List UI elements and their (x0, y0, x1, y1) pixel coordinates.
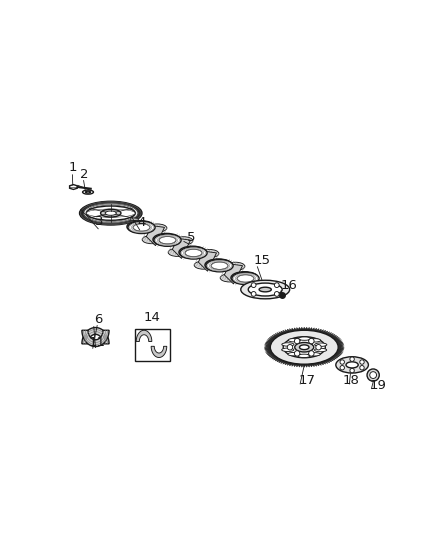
Ellipse shape (206, 260, 233, 272)
Polygon shape (136, 330, 152, 342)
Text: 1: 1 (68, 161, 77, 174)
Circle shape (340, 360, 344, 364)
Ellipse shape (153, 233, 180, 246)
Ellipse shape (142, 236, 161, 244)
Ellipse shape (86, 206, 135, 220)
Ellipse shape (248, 283, 282, 296)
Text: 15: 15 (254, 254, 271, 268)
Text: 14: 14 (143, 311, 160, 325)
Ellipse shape (211, 262, 228, 270)
Ellipse shape (259, 287, 271, 292)
Ellipse shape (231, 272, 258, 284)
Polygon shape (224, 264, 243, 284)
Text: 16: 16 (280, 279, 297, 292)
Ellipse shape (154, 234, 181, 246)
Circle shape (251, 292, 256, 296)
Polygon shape (82, 328, 109, 344)
Ellipse shape (298, 354, 310, 358)
Ellipse shape (282, 343, 294, 346)
Circle shape (275, 292, 279, 296)
Ellipse shape (148, 224, 167, 232)
Circle shape (251, 282, 256, 287)
Polygon shape (151, 346, 167, 358)
Ellipse shape (295, 343, 314, 352)
Ellipse shape (83, 203, 138, 224)
Ellipse shape (127, 221, 154, 233)
Ellipse shape (105, 211, 117, 215)
Circle shape (287, 344, 293, 350)
Circle shape (316, 344, 321, 350)
Circle shape (360, 366, 364, 370)
Text: 2: 2 (80, 168, 89, 181)
Ellipse shape (283, 337, 325, 358)
Polygon shape (82, 330, 109, 346)
Text: 11: 11 (88, 336, 106, 349)
Ellipse shape (85, 191, 91, 193)
Ellipse shape (237, 274, 254, 282)
Ellipse shape (241, 280, 290, 299)
Polygon shape (129, 220, 263, 288)
Ellipse shape (179, 246, 206, 259)
Ellipse shape (101, 209, 121, 217)
Ellipse shape (308, 338, 321, 342)
Circle shape (294, 338, 300, 344)
Circle shape (340, 366, 344, 370)
Ellipse shape (314, 349, 327, 352)
Polygon shape (198, 251, 216, 271)
Polygon shape (146, 225, 165, 246)
Polygon shape (264, 327, 344, 367)
Ellipse shape (336, 357, 368, 373)
Ellipse shape (346, 362, 358, 368)
Text: 5: 5 (187, 231, 196, 244)
Ellipse shape (133, 224, 150, 231)
Circle shape (309, 338, 314, 344)
Ellipse shape (288, 338, 300, 342)
Ellipse shape (300, 345, 309, 350)
Bar (134, 328, 170, 361)
Text: 19: 19 (370, 379, 387, 392)
Circle shape (275, 282, 279, 287)
Ellipse shape (314, 343, 327, 346)
Ellipse shape (159, 237, 176, 244)
Polygon shape (172, 238, 191, 259)
Circle shape (309, 351, 314, 356)
Circle shape (370, 372, 377, 378)
Text: 18: 18 (343, 374, 360, 387)
Ellipse shape (128, 221, 155, 233)
Ellipse shape (226, 262, 245, 270)
Ellipse shape (194, 261, 213, 269)
Text: 3: 3 (95, 215, 103, 229)
Ellipse shape (80, 201, 142, 225)
Ellipse shape (232, 272, 259, 285)
Ellipse shape (308, 353, 320, 356)
Ellipse shape (83, 190, 93, 194)
Ellipse shape (200, 249, 219, 257)
Polygon shape (131, 218, 138, 221)
Circle shape (367, 369, 379, 381)
Polygon shape (70, 184, 77, 189)
Text: 17: 17 (298, 374, 315, 387)
Circle shape (350, 357, 354, 361)
Ellipse shape (180, 247, 207, 259)
Ellipse shape (282, 348, 294, 351)
Ellipse shape (86, 209, 135, 217)
Ellipse shape (185, 249, 202, 257)
Ellipse shape (174, 237, 193, 245)
Ellipse shape (298, 337, 311, 340)
Circle shape (350, 368, 354, 373)
Ellipse shape (220, 274, 239, 282)
Ellipse shape (270, 330, 338, 364)
Ellipse shape (205, 259, 232, 271)
Text: 6: 6 (94, 313, 102, 326)
Ellipse shape (288, 352, 300, 356)
Ellipse shape (168, 248, 187, 256)
Circle shape (294, 351, 300, 356)
Text: 4: 4 (137, 216, 145, 229)
Circle shape (360, 360, 364, 364)
